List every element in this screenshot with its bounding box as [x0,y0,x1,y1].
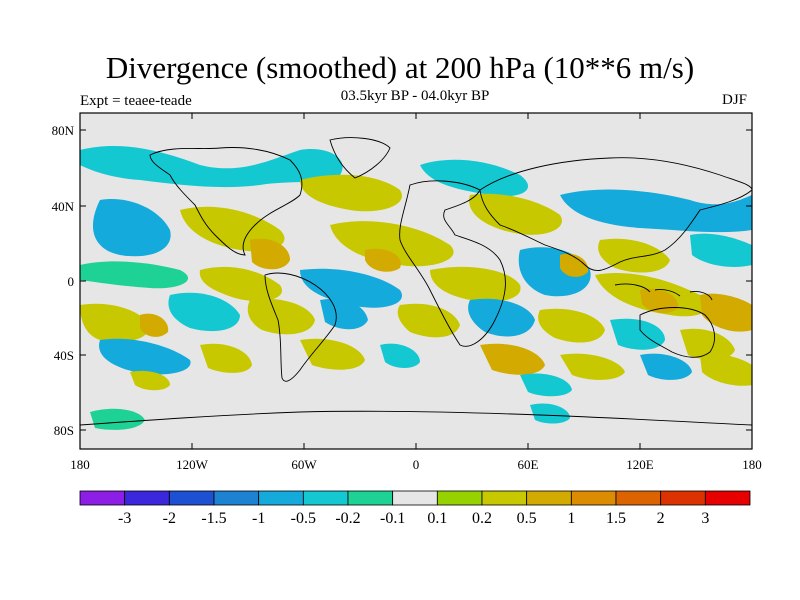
colorbar-swatch [570,490,617,506]
colorbar-label: -2 [163,510,176,527]
colorbar-label: 0.2 [472,510,492,527]
lon-label: 180 [742,457,762,472]
colorbar-label: -1.5 [201,510,226,527]
colorbar-swatch [213,490,260,506]
divergence-field [80,145,752,430]
lon-label: 180 [70,457,90,472]
colorbar-swatch [168,490,215,506]
experiment-label: Expt = teaee-teade [80,93,192,109]
colorbar-swatch [79,490,126,506]
colorbar-swatch [481,490,528,506]
lon-label: 120E [626,457,654,472]
colorbar-label: -3 [118,510,131,527]
colorbar-label: 1 [567,510,575,527]
colorbar-label: 0.1 [427,510,447,527]
colorbar-swatch [347,490,394,506]
lat-label: 0 [68,274,75,289]
season-label: DJF [722,92,748,108]
plot-title: Divergence (smoothed) at 200 hPa (10**6 … [105,50,695,85]
lon-label: 0 [413,457,420,472]
colorbar-label: 1.5 [606,510,626,527]
colorbar-swatch [615,490,662,506]
colorbar-label: -0.5 [291,510,316,527]
lat-label: 40S [54,348,74,363]
colorbar-swatch [436,490,483,506]
colorbar-label: 0.5 [517,510,537,527]
colorbar-swatch [660,490,706,506]
lon-label: 60E [518,457,539,472]
plot-subtitle: 03.5kyr BP - 04.0kyr BP [340,88,490,104]
colorbar-swatch [258,490,304,506]
colorbar-label: 2 [657,510,665,527]
colorbar-label: 3 [701,510,709,527]
lon-label: 120W [176,457,209,472]
lon-label: 60W [291,457,317,472]
colorbar-swatch [392,490,438,506]
colorbar-swatch [704,490,751,506]
colorbar-swatch [526,490,572,506]
lat-label: 40N [52,199,75,214]
colorbar-label: -0.1 [380,510,405,527]
colorbar-label: -1 [252,510,265,527]
colorbar-swatch [302,490,349,506]
lat-label: 80S [54,423,74,438]
lat-label: 80N [52,123,75,138]
colorbar-swatch [124,490,170,506]
colorbar-label: -0.2 [335,510,360,527]
coastlines [80,137,752,426]
